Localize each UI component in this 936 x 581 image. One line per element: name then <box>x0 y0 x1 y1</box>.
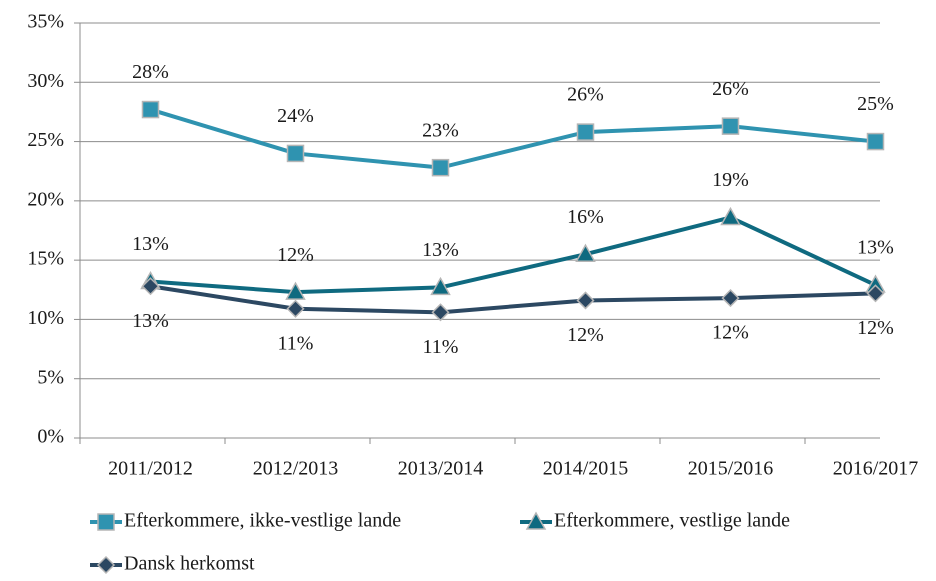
data-point <box>721 289 740 308</box>
x-tick-label: 2014/2015 <box>543 458 629 480</box>
data-label: 11% <box>423 336 459 358</box>
data-label: 13% <box>132 310 169 332</box>
series-line <box>150 284 876 315</box>
data-label: 13% <box>422 239 459 261</box>
data-point <box>285 281 306 300</box>
legend-marker <box>96 555 116 575</box>
data-label: 12% <box>857 317 894 339</box>
y-tick-label: 0% <box>37 426 64 448</box>
series-line <box>150 215 877 295</box>
data-point <box>286 299 305 318</box>
data-label: 26% <box>712 78 749 100</box>
data-label: 24% <box>277 105 314 127</box>
legend-marker <box>97 513 115 531</box>
legend-label: Efterkommere, vestlige lande <box>554 510 790 532</box>
data-point <box>721 117 740 135</box>
data-label: 28% <box>132 61 169 83</box>
data-label: 13% <box>857 237 894 259</box>
y-tick-label: 15% <box>27 248 64 270</box>
y-tick-label: 5% <box>37 366 64 388</box>
legend-marker <box>525 511 547 530</box>
data-point <box>575 243 596 262</box>
data-point <box>286 144 305 163</box>
data-point <box>141 277 160 296</box>
data-point <box>430 276 451 296</box>
data-point <box>720 206 741 226</box>
series-line <box>149 107 876 170</box>
x-tick-label: 2012/2013 <box>253 458 339 480</box>
y-tick-label: 25% <box>27 129 64 151</box>
data-point <box>431 303 450 322</box>
data-label: 13% <box>132 233 169 255</box>
legend-label: Dansk herkomst <box>124 553 255 575</box>
data-label: 12% <box>712 322 749 344</box>
data-point <box>431 158 450 177</box>
data-point <box>141 100 160 119</box>
data-label: 16% <box>567 206 604 228</box>
data-label: 23% <box>422 119 459 141</box>
data-point <box>576 123 595 141</box>
data-label: 12% <box>277 244 314 266</box>
data-point <box>866 132 885 151</box>
data-label: 25% <box>857 93 894 115</box>
y-tick-label: 10% <box>27 307 64 329</box>
legend-label: Efterkommere, ikke-vestlige lande <box>124 510 401 532</box>
x-tick-label: 2015/2016 <box>688 458 774 480</box>
x-tick-label: 2011/2012 <box>108 458 193 480</box>
data-point <box>866 284 885 303</box>
data-point <box>576 291 595 310</box>
x-tick-label: 2013/2014 <box>398 458 484 480</box>
data-label: 11% <box>278 332 314 354</box>
data-label: 19% <box>712 169 749 191</box>
data-label: 26% <box>567 84 604 106</box>
data-label: 12% <box>567 324 604 346</box>
x-tick-label: 2016/2017 <box>833 458 919 480</box>
y-tick-label: 35% <box>27 11 64 33</box>
y-tick-label: 20% <box>27 188 64 210</box>
y-tick-label: 30% <box>27 70 64 92</box>
